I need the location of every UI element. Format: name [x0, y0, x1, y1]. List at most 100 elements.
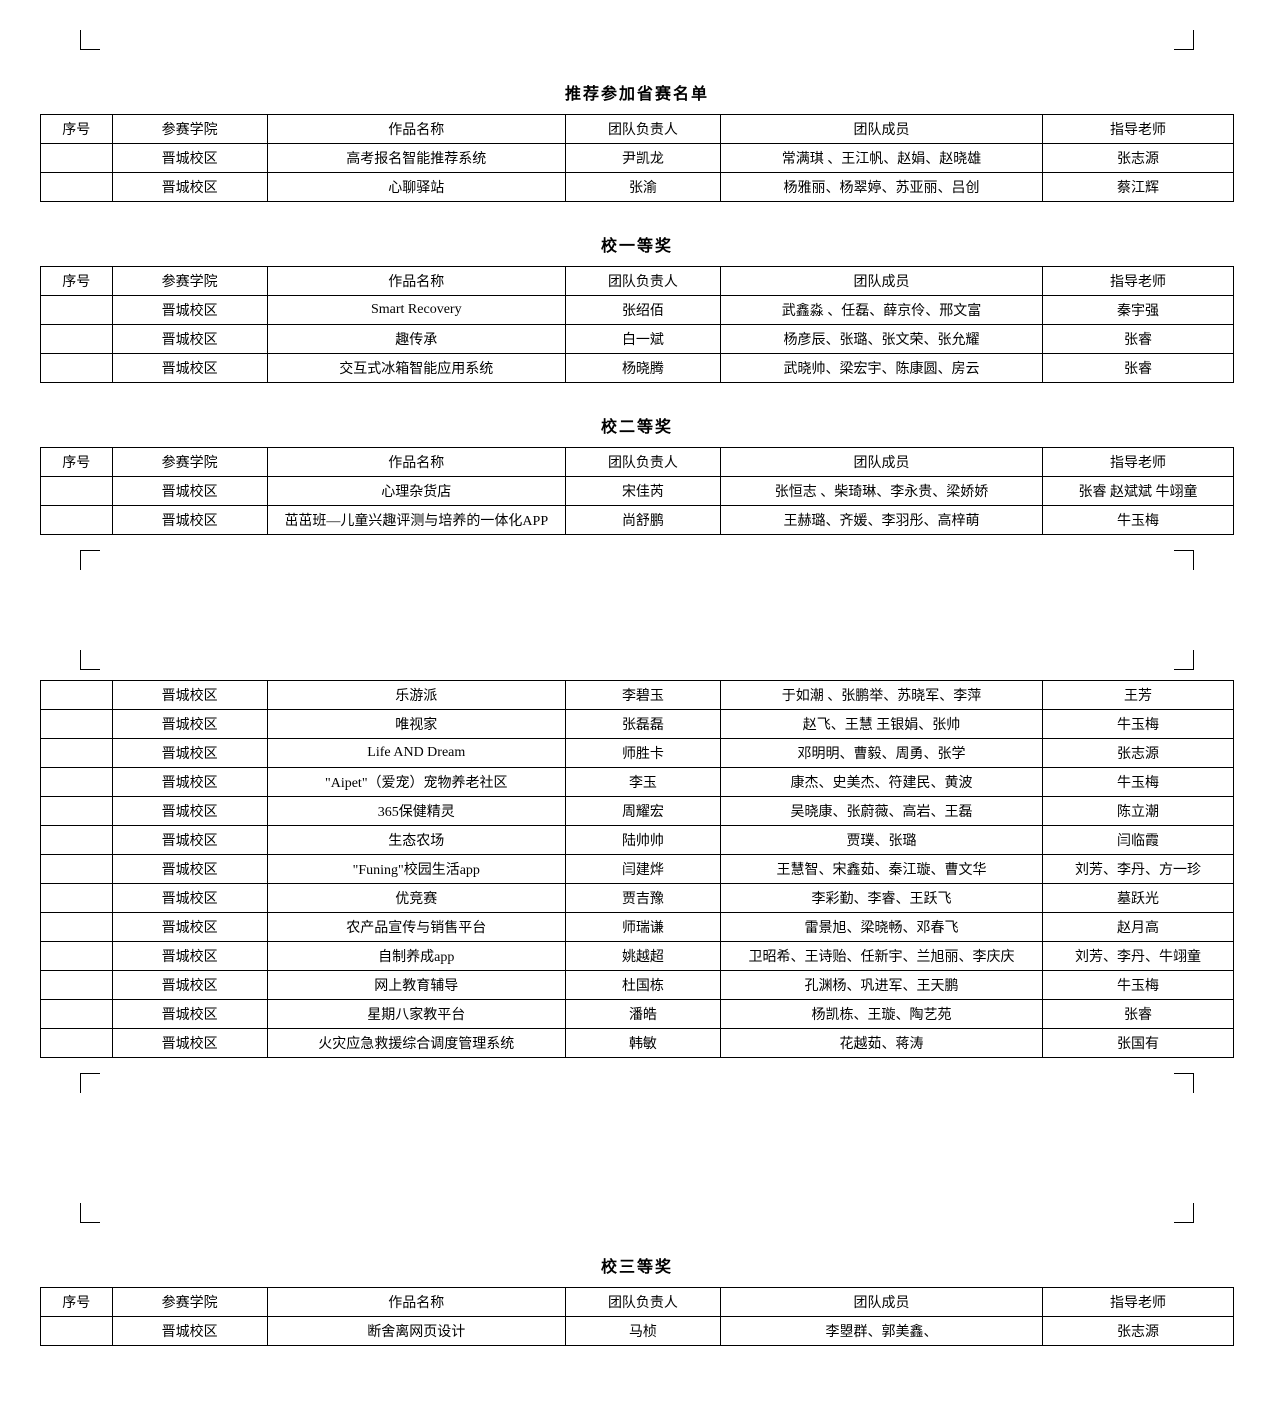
header-teacher: 指导老师 — [1043, 1288, 1234, 1317]
cell-work: 趣传承 — [267, 325, 565, 354]
cell-work: 唯视家 — [267, 710, 565, 739]
header-seq: 序号 — [41, 267, 113, 296]
cell-teacher: 秦宇强 — [1043, 296, 1234, 325]
cell-college: 晋城校区 — [112, 1000, 267, 1029]
cell-college: 晋城校区 — [112, 506, 267, 535]
cell-college: 晋城校区 — [112, 354, 267, 383]
cell-members: 武鑫淼 、任磊、薛京伶、邢文富 — [720, 296, 1042, 325]
cell-work: 心聊驿站 — [267, 173, 565, 202]
cell-college: 晋城校区 — [112, 942, 267, 971]
cell-seq — [41, 768, 113, 797]
cell-college: 晋城校区 — [112, 913, 267, 942]
cell-seq — [41, 1317, 113, 1346]
table-row: 晋城校区生态农场陆帅帅贾璞、张璐闫临霞 — [41, 826, 1234, 855]
header-work: 作品名称 — [267, 267, 565, 296]
header-seq: 序号 — [41, 1288, 113, 1317]
cell-leader: 李玉 — [565, 768, 720, 797]
cell-teacher: 牛玉梅 — [1043, 768, 1234, 797]
cell-members: 卫昭希、王诗贻、任新宇、兰旭丽、李庆庆 — [720, 942, 1042, 971]
table-row: 晋城校区Life AND Dream师胜卡邓明明、曹毅、周勇、张学张志源 — [41, 739, 1234, 768]
cell-leader: 尹凯龙 — [565, 144, 720, 173]
cell-college: 晋城校区 — [112, 739, 267, 768]
table-row: 晋城校区交互式冰箱智能应用系统杨晓腾武晓帅、梁宏宇、陈康圆、房云张睿 — [41, 354, 1234, 383]
cell-work: 心理杂货店 — [267, 477, 565, 506]
cell-work: 断舍离网页设计 — [267, 1317, 565, 1346]
cell-seq — [41, 144, 113, 173]
cell-seq — [41, 173, 113, 202]
cell-members: 康杰、史美杰、符建民、黄波 — [720, 768, 1042, 797]
cell-members: 王赫璐、齐媛、李羽彤、高梓萌 — [720, 506, 1042, 535]
header-members: 团队成员 — [720, 267, 1042, 296]
cell-work: 生态农场 — [267, 826, 565, 855]
cell-members: 李曌群、郭美鑫、 — [720, 1317, 1042, 1346]
cell-college: 晋城校区 — [112, 173, 267, 202]
title-award3: 校三等奖 — [40, 1253, 1234, 1277]
table-row: 晋城校区365保健精灵周耀宏吴晓康、张蔚薇、高岩、王磊陈立潮 — [41, 797, 1234, 826]
table-row: 晋城校区"Aipet"（爱宠）宠物养老社区李玉康杰、史美杰、符建民、黄波牛玉梅 — [41, 768, 1234, 797]
header-leader: 团队负责人 — [565, 448, 720, 477]
cell-seq — [41, 296, 113, 325]
cell-work: 优竞赛 — [267, 884, 565, 913]
cell-work: 农产品宣传与销售平台 — [267, 913, 565, 942]
cell-work: 网上教育辅导 — [267, 971, 565, 1000]
cell-teacher: 张志源 — [1043, 739, 1234, 768]
header-leader: 团队负责人 — [565, 115, 720, 144]
table-row: 晋城校区趣传承白一斌杨彦辰、张璐、张文荣、张允耀张睿 — [41, 325, 1234, 354]
cell-work: 高考报名智能推荐系统 — [267, 144, 565, 173]
table-award2b: 晋城校区乐游派李碧玉于如潮 、张鹏举、苏晓军、李萍王芳晋城校区唯视家张磊磊赵飞、… — [40, 680, 1234, 1058]
table-row: 晋城校区优竞赛贾吉豫李彩勤、李睿、王跃飞墓跃光 — [41, 884, 1234, 913]
cell-college: 晋城校区 — [112, 477, 267, 506]
cell-leader: 韩敏 — [565, 1029, 720, 1058]
page-corner-marks — [40, 1073, 1234, 1093]
table-recommend: 序号 参赛学院 作品名称 团队负责人 团队成员 指导老师 晋城校区高考报名智能推… — [40, 114, 1234, 202]
cell-college: 晋城校区 — [112, 797, 267, 826]
table-header-row: 序号 参赛学院 作品名称 团队负责人 团队成员 指导老师 — [41, 115, 1234, 144]
header-work: 作品名称 — [267, 448, 565, 477]
cell-teacher: 王芳 — [1043, 681, 1234, 710]
cell-seq — [41, 797, 113, 826]
cell-teacher: 张国有 — [1043, 1029, 1234, 1058]
cell-teacher: 张睿 赵斌斌 牛翊童 — [1043, 477, 1234, 506]
header-college: 参赛学院 — [112, 448, 267, 477]
cell-work: 火灾应急救援综合调度管理系统 — [267, 1029, 565, 1058]
table-row: 晋城校区乐游派李碧玉于如潮 、张鹏举、苏晓军、李萍王芳 — [41, 681, 1234, 710]
table-row: 晋城校区网上教育辅导杜国栋孔渊杨、巩进军、王天鹏牛玉梅 — [41, 971, 1234, 1000]
cell-college: 晋城校区 — [112, 296, 267, 325]
cell-members: 张恒志 、柴琦琳、李永贵、梁娇娇 — [720, 477, 1042, 506]
cell-seq — [41, 1000, 113, 1029]
cell-seq — [41, 913, 113, 942]
cell-leader: 李碧玉 — [565, 681, 720, 710]
cell-work: 365保健精灵 — [267, 797, 565, 826]
cell-work: 茁茁班—儿童兴趣评测与培养的一体化APP — [267, 506, 565, 535]
table-header-row: 序号 参赛学院 作品名称 团队负责人 团队成员 指导老师 — [41, 267, 1234, 296]
page-corner-marks — [40, 30, 1234, 50]
cell-leader: 潘皓 — [565, 1000, 720, 1029]
page-corner-marks — [40, 1203, 1234, 1223]
cell-teacher: 张睿 — [1043, 1000, 1234, 1029]
cell-members: 雷景旭、梁晓畅、邓春飞 — [720, 913, 1042, 942]
cell-teacher: 陈立潮 — [1043, 797, 1234, 826]
cell-leader: 姚越超 — [565, 942, 720, 971]
table-row: 晋城校区自制养成app姚越超卫昭希、王诗贻、任新宇、兰旭丽、李庆庆刘芳、李丹、牛… — [41, 942, 1234, 971]
cell-leader: 师瑞谦 — [565, 913, 720, 942]
cell-members: 吴晓康、张蔚薇、高岩、王磊 — [720, 797, 1042, 826]
cell-members: 邓明明、曹毅、周勇、张学 — [720, 739, 1042, 768]
cell-teacher: 刘芳、李丹、牛翊童 — [1043, 942, 1234, 971]
cell-leader: 闫建烨 — [565, 855, 720, 884]
table-row: 晋城校区农产品宣传与销售平台师瑞谦雷景旭、梁晓畅、邓春飞赵月高 — [41, 913, 1234, 942]
table-header-row: 序号 参赛学院 作品名称 团队负责人 团队成员 指导老师 — [41, 448, 1234, 477]
cell-teacher: 张志源 — [1043, 1317, 1234, 1346]
table-row: 晋城校区心理杂货店宋佳芮张恒志 、柴琦琳、李永贵、梁娇娇张睿 赵斌斌 牛翊童 — [41, 477, 1234, 506]
title-recommend: 推荐参加省赛名单 — [40, 80, 1234, 104]
cell-members: 杨雅丽、杨翠婷、苏亚丽、吕创 — [720, 173, 1042, 202]
table-header-row: 序号 参赛学院 作品名称 团队负责人 团队成员 指导老师 — [41, 1288, 1234, 1317]
cell-college: 晋城校区 — [112, 1317, 267, 1346]
table-row: 晋城校区茁茁班—儿童兴趣评测与培养的一体化APP尚舒鹏王赫璐、齐媛、李羽彤、高梓… — [41, 506, 1234, 535]
cell-seq — [41, 942, 113, 971]
cell-work: 乐游派 — [267, 681, 565, 710]
cell-leader: 宋佳芮 — [565, 477, 720, 506]
cell-members: 杨彦辰、张璐、张文荣、张允耀 — [720, 325, 1042, 354]
table-row: 晋城校区断舍离网页设计马桢李曌群、郭美鑫、张志源 — [41, 1317, 1234, 1346]
cell-seq — [41, 506, 113, 535]
cell-leader: 师胜卡 — [565, 739, 720, 768]
